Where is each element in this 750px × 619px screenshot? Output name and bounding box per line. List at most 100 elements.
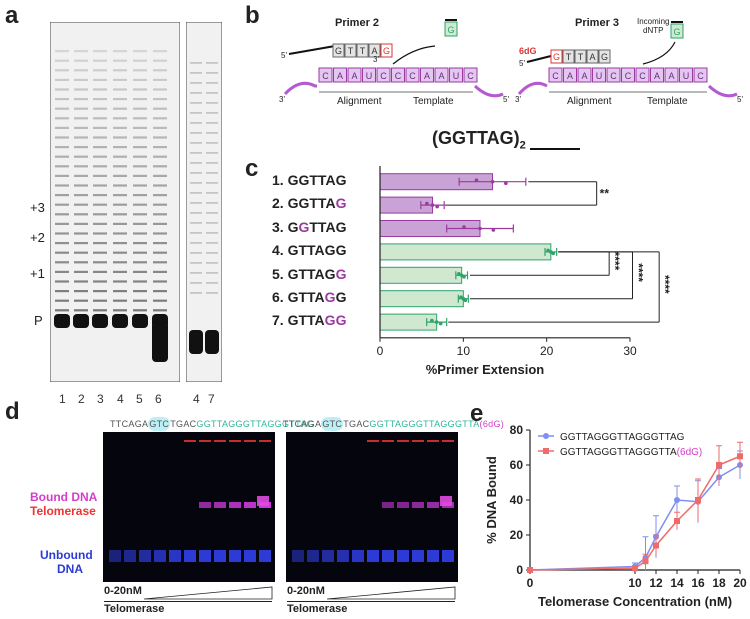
x-axis-label: %Primer Extension xyxy=(426,362,545,377)
primer3-template-nt: C xyxy=(610,71,617,81)
gel-band xyxy=(113,299,127,302)
primer3-primer-box xyxy=(598,49,611,64)
gel-band xyxy=(74,270,88,273)
primer3-primer-box xyxy=(574,49,587,64)
primer2-template-nt: A xyxy=(438,71,444,81)
gel-band xyxy=(93,98,107,101)
gel-band xyxy=(190,72,202,74)
panel-c-letter: c xyxy=(245,155,259,182)
gel-band xyxy=(113,261,127,264)
gel-band xyxy=(113,242,127,245)
gel-band xyxy=(113,309,127,312)
well-band xyxy=(397,440,409,442)
unbound-label-2: DNA xyxy=(57,562,83,576)
sig-stars: **** xyxy=(632,263,646,282)
primer3-template-nt: C xyxy=(639,71,646,81)
gel-band xyxy=(190,182,202,184)
panel-c-title: (GGTTAG)2 xyxy=(432,128,526,152)
primer2-primer-box xyxy=(344,43,357,58)
gel-band xyxy=(133,126,147,129)
gel-band xyxy=(206,112,218,114)
gel-band xyxy=(93,174,107,177)
gel-band xyxy=(206,122,218,124)
gel-band xyxy=(206,62,218,64)
gel-band xyxy=(55,88,69,91)
panel-b-letter: b xyxy=(245,2,260,29)
gel-band xyxy=(190,152,202,154)
emsa-gel-left xyxy=(103,432,275,582)
primer2-primer-box xyxy=(332,43,345,58)
gel-band xyxy=(74,78,88,81)
data-point-series-2 xyxy=(653,542,659,549)
gel-band xyxy=(206,192,218,194)
unbound-band xyxy=(184,550,196,562)
row-label-1: 1. GGTTAG xyxy=(272,172,347,188)
gel-band xyxy=(93,232,107,235)
primer-extension-chart: 0 10 20 30%Primer Extension************** xyxy=(377,166,670,377)
primer3-incoming-nt: G xyxy=(673,27,680,37)
primer3-template-box xyxy=(548,67,563,83)
primer2-template-nt: A xyxy=(351,71,357,81)
well-band xyxy=(442,440,454,442)
well-band xyxy=(199,440,211,442)
gel-band xyxy=(113,232,127,235)
primer2-template-box xyxy=(376,67,391,83)
lane-num-1: 1 xyxy=(59,392,66,406)
primer2-primer-nt: G xyxy=(335,46,342,56)
data-point-series-2 xyxy=(642,558,649,565)
data-point-5 xyxy=(457,272,461,276)
data-point-series-2 xyxy=(674,518,680,524)
gel-band xyxy=(93,50,107,53)
row-label-6: 6. GTTAGG xyxy=(272,289,347,305)
gel-band xyxy=(93,146,107,149)
gel-band xyxy=(206,212,218,214)
gel-band xyxy=(93,261,107,264)
lane-num-right-4: 4 xyxy=(193,392,200,406)
seq-left-prefix: TTCAGA xyxy=(110,419,149,429)
gel-band xyxy=(113,203,127,206)
primer3-template-box xyxy=(606,67,621,83)
gel-band xyxy=(190,142,202,144)
gel-band xyxy=(190,282,202,284)
gel-band xyxy=(153,155,167,158)
series-line-2 xyxy=(529,455,741,571)
primer3-template-nt: U xyxy=(596,71,603,81)
gel-band xyxy=(190,292,202,294)
gel-band xyxy=(55,213,69,216)
gel-band xyxy=(113,69,127,72)
gel-band xyxy=(74,98,88,101)
gel-band xyxy=(113,184,127,187)
gel-band xyxy=(133,280,147,283)
panel-c-title-sub: 2 xyxy=(519,139,526,152)
gel-band xyxy=(74,290,88,293)
gel-band xyxy=(133,203,147,206)
unbound-band xyxy=(154,550,166,562)
primer2-template-three: 3' xyxy=(279,95,285,104)
unbound-band xyxy=(109,550,121,562)
gel-band xyxy=(74,203,88,206)
primer3-primer-box xyxy=(562,49,575,64)
unbound-band xyxy=(214,550,226,562)
gel-band xyxy=(74,126,88,129)
primer-band xyxy=(92,314,108,328)
gel-band xyxy=(113,59,127,62)
gel-band xyxy=(93,194,107,197)
data-point-2 xyxy=(430,203,435,207)
gel-band xyxy=(55,203,69,206)
bound-band-top xyxy=(440,496,452,506)
gel-band xyxy=(206,292,218,294)
gel-band xyxy=(93,117,107,120)
gel-band xyxy=(93,270,107,273)
primer2-primer-nt: T xyxy=(360,46,366,56)
primer2-template-box xyxy=(318,67,333,83)
unbound-band xyxy=(307,550,319,562)
gel-band xyxy=(153,251,167,254)
x-tick-label: 30 xyxy=(623,344,637,358)
panel-d-letter: d xyxy=(5,398,20,425)
gel-band xyxy=(133,155,147,158)
primer3-template-nt: U xyxy=(683,71,690,81)
gel-band xyxy=(74,261,88,264)
data-point-1 xyxy=(504,181,508,185)
gel-band xyxy=(113,270,127,273)
data-point-1 xyxy=(490,179,495,184)
